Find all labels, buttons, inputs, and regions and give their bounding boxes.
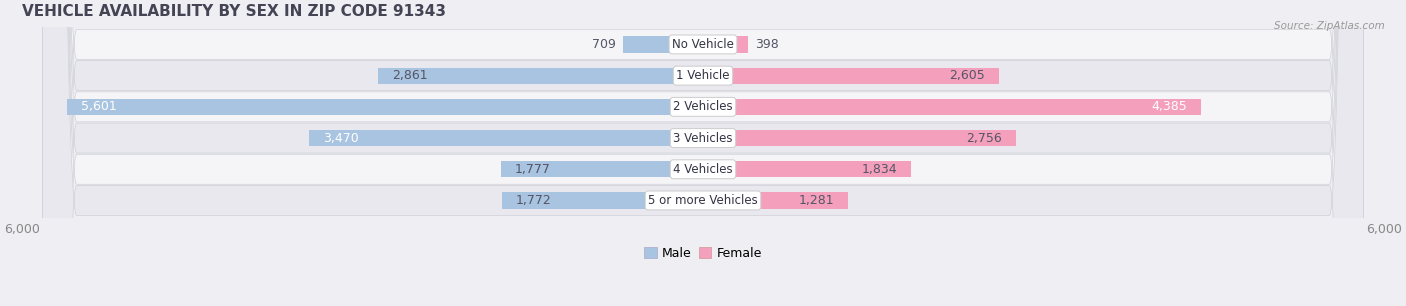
Text: 1,772: 1,772 (516, 194, 551, 207)
FancyBboxPatch shape (42, 0, 1364, 306)
FancyBboxPatch shape (42, 0, 1364, 306)
Text: 2,605: 2,605 (949, 69, 986, 82)
Text: 1,777: 1,777 (515, 163, 551, 176)
Bar (703, 192, 848, 209)
Bar (502, 192, 703, 209)
Bar (703, 161, 911, 177)
Text: 2,756: 2,756 (966, 132, 1002, 144)
Text: 3 Vehicles: 3 Vehicles (673, 132, 733, 144)
Text: 1,281: 1,281 (799, 194, 835, 207)
Legend: Male, Female: Male, Female (640, 242, 766, 265)
Bar (703, 130, 1015, 146)
Text: 2 Vehicles: 2 Vehicles (673, 100, 733, 113)
Bar (703, 99, 1201, 115)
Text: 1 Vehicle: 1 Vehicle (676, 69, 730, 82)
Text: 3,470: 3,470 (323, 132, 359, 144)
Text: 4,385: 4,385 (1152, 100, 1187, 113)
Text: 4 Vehicles: 4 Vehicles (673, 163, 733, 176)
Bar (67, 99, 703, 115)
Bar (378, 68, 703, 84)
FancyBboxPatch shape (42, 0, 1364, 306)
Text: 2,861: 2,861 (392, 69, 427, 82)
Text: Source: ZipAtlas.com: Source: ZipAtlas.com (1274, 21, 1385, 32)
Text: 398: 398 (755, 38, 779, 51)
Bar (703, 68, 998, 84)
FancyBboxPatch shape (42, 0, 1364, 306)
Text: No Vehicle: No Vehicle (672, 38, 734, 51)
Bar (623, 36, 703, 53)
Text: 1,834: 1,834 (862, 163, 897, 176)
Bar (502, 161, 703, 177)
Bar (703, 36, 748, 53)
FancyBboxPatch shape (42, 0, 1364, 306)
Text: VEHICLE AVAILABILITY BY SEX IN ZIP CODE 91343: VEHICLE AVAILABILITY BY SEX IN ZIP CODE … (22, 4, 446, 19)
Bar (309, 130, 703, 146)
FancyBboxPatch shape (42, 0, 1364, 306)
Text: 5,601: 5,601 (82, 100, 117, 113)
Text: 5 or more Vehicles: 5 or more Vehicles (648, 194, 758, 207)
Text: 709: 709 (592, 38, 616, 51)
